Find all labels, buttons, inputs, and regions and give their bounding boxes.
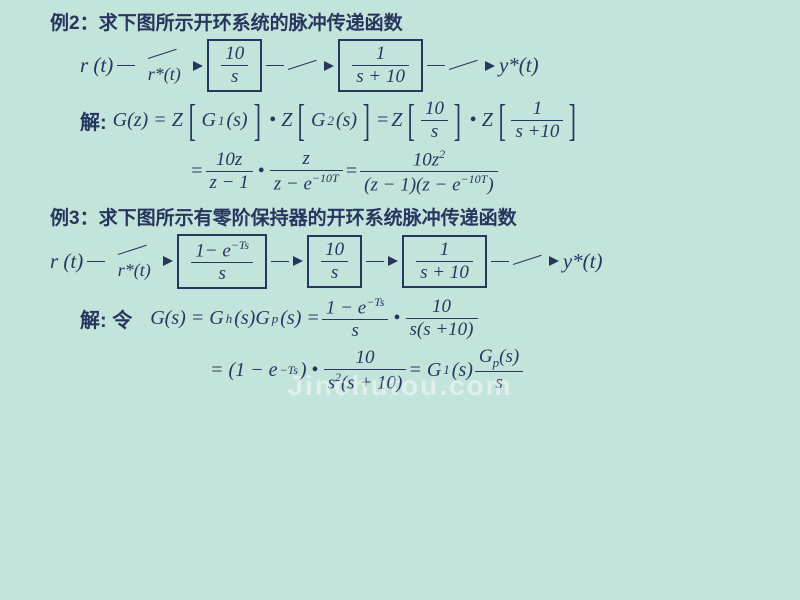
block-zoh: 1− e−Ts s <box>177 234 267 289</box>
r-star: r*(t) <box>118 260 151 281</box>
arrow-icon <box>549 256 559 266</box>
block-g1: 10s <box>207 39 262 92</box>
output-y: y*(t) <box>563 249 603 274</box>
sampler-icon <box>449 57 481 75</box>
arrow-icon <box>324 61 334 71</box>
arrow-icon <box>193 61 203 71</box>
diagram-ex3: r (t) r*(t) 1− e−Ts s 10s 1s + 10 <box>50 234 750 289</box>
sampler-icon <box>288 57 320 75</box>
wire <box>266 65 284 66</box>
sampler-icon <box>148 46 180 64</box>
block-g2: 10s <box>307 235 362 288</box>
output-y: y*(t) <box>499 53 539 78</box>
input-r: r (t) <box>80 53 113 78</box>
diagram-ex2: r (t) r*(t) 10s 1s + 10 y*(t) <box>50 39 750 92</box>
arrow-icon <box>388 256 398 266</box>
wire <box>491 261 509 262</box>
example2-title: 例2：求下图所示开环系统的脉冲传递函数 <box>50 8 750 35</box>
arrow-icon <box>293 256 303 266</box>
wire <box>117 65 135 66</box>
slide: 例2：求下图所示开环系统的脉冲传递函数 r (t) r*(t) 10s 1s +… <box>0 0 800 406</box>
ex3-eq2: = (1 − e−Ts) • 10 s2(s + 10) = G1(s) Gp(… <box>210 346 750 394</box>
ex3-eq1: 解: 令 G(s) = Gh(s)Gp(s) = 1 − e−Ts s • 10… <box>80 295 750 342</box>
sampler-icon <box>513 252 545 270</box>
arrow-icon <box>485 61 495 71</box>
ex2-eq1: 解: G(z) = Z [ G1(s) ] • Z [ G2(s) ] = Z … <box>80 98 750 143</box>
wire <box>87 261 105 262</box>
wire <box>427 65 445 66</box>
wire <box>271 261 289 262</box>
block-g3: 1s + 10 <box>402 235 487 288</box>
ex2-eq2: = 10zz − 1 • z z − e−10T = 10z2 (z − 1)(… <box>190 147 750 197</box>
r-star: r*(t) <box>148 64 181 85</box>
input-r: r (t) <box>50 249 83 274</box>
block-g2: 1s + 10 <box>338 39 423 92</box>
sampler-icon <box>118 242 150 260</box>
wire <box>366 261 384 262</box>
example3-title: 例3：求下图所示有零阶保持器的开环系统脉冲传递函数 <box>50 203 750 230</box>
arrow-icon <box>163 256 173 266</box>
